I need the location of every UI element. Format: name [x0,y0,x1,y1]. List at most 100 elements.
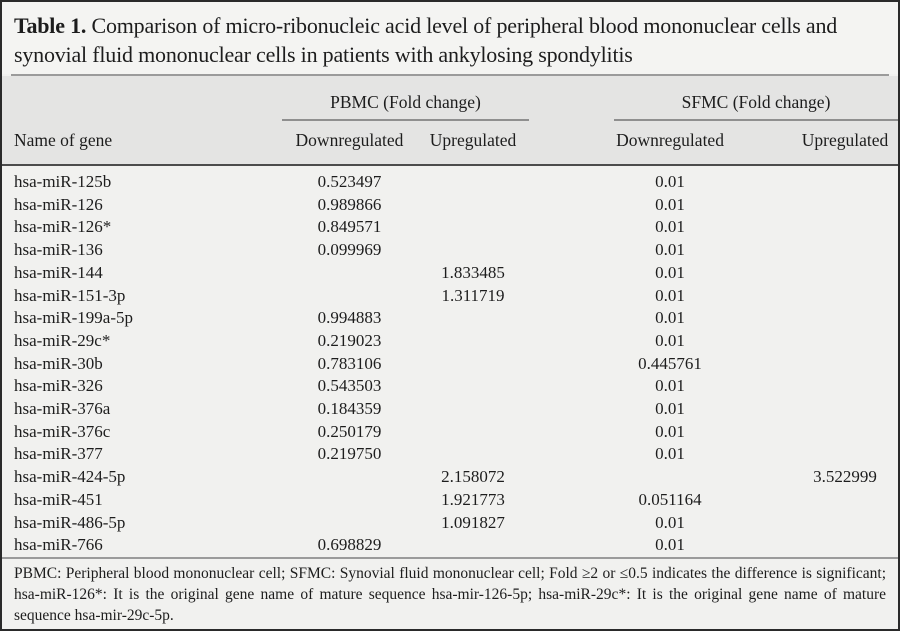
cell-sfmc-up [792,330,898,353]
cell-sfmc-up [792,262,898,285]
cell-gene: hsa-miR-377 [14,444,103,464]
cell-sfmc-down: 0.01 [655,217,685,237]
column-header-pbmc-downregulated: Downregulated [282,120,417,165]
cell-pbmc-up [417,443,529,466]
cell-pbmc-down [282,489,417,512]
cell-spacer2 [726,307,792,330]
cell-pbmc-down: 0.849571 [317,217,382,237]
cell-pbmc-down: 0.543503 [317,376,382,396]
table-row: hsa-miR-377 0.219750 0.01 [2,443,898,466]
cell-pbmc-up: 1.091827 [441,512,505,532]
column-header-sfmc-upregulated: Upregulated [792,120,898,165]
cell-spacer2 [726,165,792,194]
table-row: hsa-miR-376a 0.184359 0.01 [2,398,898,421]
table-row: hsa-miR-151-3p 1.311719 0.01 [2,285,898,308]
cell-sfmc-up [792,194,898,217]
table-row: hsa-miR-486-5p 1.091827 0.01 [2,512,898,535]
cell-sfmc-down: 0.01 [655,285,685,305]
table-row: hsa-miR-136 0.099969 0.01 [2,239,898,262]
cell-pbmc-up [417,330,529,353]
cell-gene: hsa-miR-29c* [14,330,111,350]
cell-spacer [529,534,614,557]
cell-spacer2 [726,398,792,421]
cell-sfmc-up [792,489,898,512]
cell-gene: hsa-miR-30b [14,353,103,373]
table-header: Name of gene PBMC (Fold change) SFMC (Fo… [2,76,898,165]
cell-pbmc-up [417,421,529,444]
cell-pbmc-up [417,534,529,557]
cell-gene: hsa-miR-151-3p [14,285,126,305]
cell-pbmc-down: 0.184359 [317,399,382,419]
cell-pbmc-down: 0.219750 [317,444,382,464]
cell-sfmc-down: 0.01 [655,535,685,555]
cell-sfmc-down [614,466,726,489]
cell-pbmc-up [417,307,529,330]
cell-spacer [529,489,614,512]
table-title: Table 1. Comparison of micro-ribonucleic… [2,2,898,74]
cell-sfmc-up [792,375,898,398]
cell-sfmc-down: 0.01 [655,194,685,214]
cell-spacer [529,262,614,285]
cell-pbmc-down: 0.250179 [317,421,382,441]
cell-pbmc-down [282,262,417,285]
cell-gene: hsa-miR-766 [14,535,103,555]
cell-spacer [529,194,614,217]
cell-pbmc-up: 1.921773 [441,489,505,509]
cell-spacer [529,375,614,398]
cell-spacer2 [726,262,792,285]
cell-sfmc-up: 3.522999 [813,467,877,487]
cell-spacer2 [726,443,792,466]
cell-gene: hsa-miR-376a [14,399,111,419]
cell-spacer2 [726,534,792,557]
table-body: hsa-miR-125b 0.523497 0.01 hsa-miR-126 0.989… [2,165,898,557]
cell-spacer [529,443,614,466]
cell-pbmc-up [417,165,529,194]
cell-sfmc-up [792,353,898,376]
cell-pbmc-up: 2.158072 [441,467,505,487]
cell-spacer2 [726,512,792,535]
cell-pbmc-down: 0.783106 [317,353,382,373]
cell-spacer2 [726,375,792,398]
cell-sfmc-down: 0.01 [655,308,685,328]
cell-spacer [529,239,614,262]
table-footnote: PBMC: Peripheral blood mononuclear cell;… [14,564,886,624]
cell-spacer2 [726,489,792,512]
cell-spacer2 [726,216,792,239]
mirna-comparison-table: Name of gene PBMC (Fold change) SFMC (Fo… [2,76,898,557]
cell-pbmc-up [417,216,529,239]
cell-sfmc-down: 0.01 [655,421,685,441]
cell-pbmc-up [417,398,529,421]
cell-pbmc-up [417,353,529,376]
cell-spacer2 [726,466,792,489]
cell-spacer [529,216,614,239]
cell-spacer2 [726,239,792,262]
cell-pbmc-down [282,512,417,535]
cell-sfmc-up [792,512,898,535]
cell-sfmc-up [792,421,898,444]
cell-spacer [529,466,614,489]
cell-sfmc-up [792,307,898,330]
cell-pbmc-up: 1.311719 [441,285,505,305]
cell-spacer2 [726,421,792,444]
column-header-pbmc-upregulated: Upregulated [417,120,530,165]
table-row: hsa-miR-376c 0.250179 0.01 [2,421,898,444]
column-header-sfmc-downregulated: Downregulated [614,120,727,165]
header-spacer [529,120,615,165]
header-spacer [529,76,615,120]
cell-pbmc-up: 1.833485 [441,262,505,282]
cell-spacer [529,398,614,421]
cell-pbmc-down: 0.994883 [317,308,382,328]
cell-spacer2 [726,330,792,353]
footnote-divider [2,556,898,559]
group-header-pbmc: PBMC (Fold change) [282,76,530,121]
cell-sfmc-up [792,534,898,557]
cell-spacer [529,512,614,535]
cell-spacer2 [726,353,792,376]
cell-spacer2 [726,285,792,308]
cell-gene: hsa-miR-376c [14,421,111,441]
table-row: hsa-miR-144 1.833485 0.01 [2,262,898,285]
cell-gene: hsa-miR-199a-5p [14,308,133,328]
cell-sfmc-up [792,398,898,421]
table-row: hsa-miR-29c* 0.219023 0.01 [2,330,898,353]
